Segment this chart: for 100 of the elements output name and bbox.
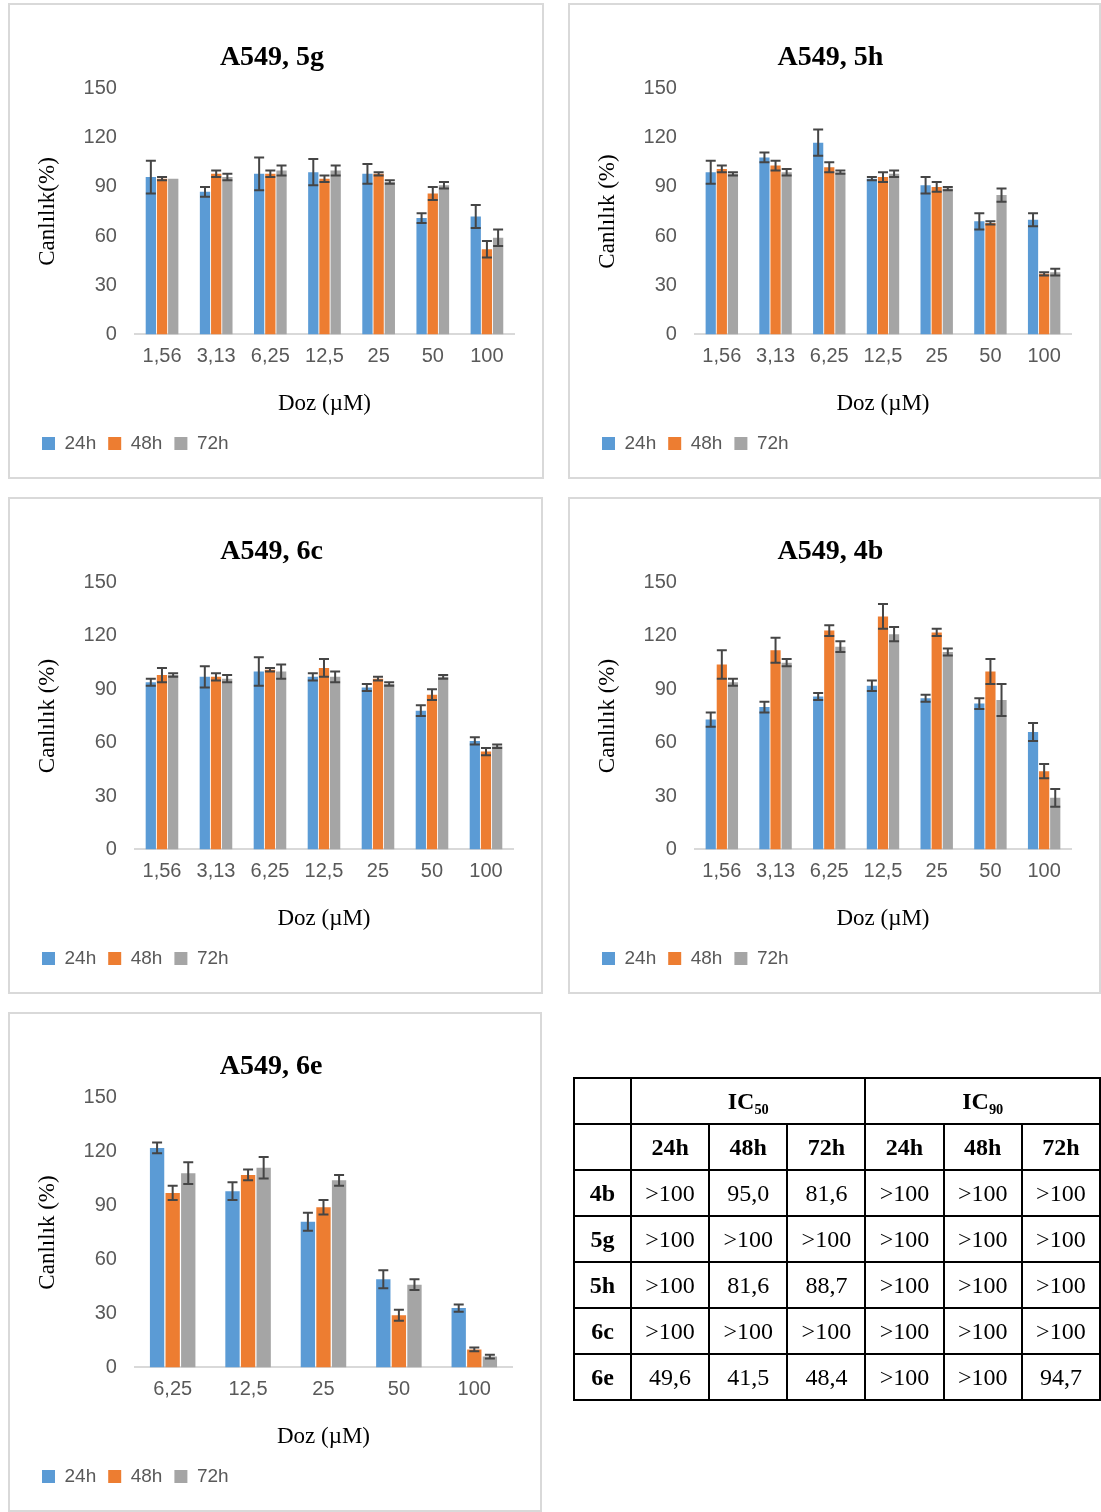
legend-label: 24h xyxy=(64,1464,97,1486)
category-label: 4b xyxy=(589,1179,616,1206)
y-tick-label: 0 xyxy=(105,1354,117,1377)
x-tick-label: 100 xyxy=(457,1376,491,1399)
y-tick-label: 0 xyxy=(105,836,117,859)
y-tick-label: 60 xyxy=(94,1247,117,1269)
bar xyxy=(149,1147,165,1368)
bar xyxy=(920,698,931,850)
bar xyxy=(265,173,276,335)
y-tick-label: 120 xyxy=(83,125,117,148)
text: >100 xyxy=(879,1271,930,1298)
y-axis-title: Canlılık(%) xyxy=(33,157,59,266)
bar xyxy=(492,746,503,850)
y-tick-label: 30 xyxy=(94,1300,117,1323)
bar xyxy=(985,222,996,335)
y-tick-label: 0 xyxy=(105,321,117,344)
x-tick-label: 1,56 xyxy=(702,343,742,366)
text: 88,7 xyxy=(805,1271,848,1298)
x-tick-label: 25 xyxy=(366,858,390,881)
bar xyxy=(888,634,900,850)
text: >100 xyxy=(879,1363,930,1390)
legend-label: 48h xyxy=(130,946,163,968)
legend-label: 72h xyxy=(756,431,789,453)
category-label: 72h xyxy=(1021,1124,1100,1170)
bar xyxy=(1050,272,1061,335)
bar xyxy=(470,216,481,335)
bar xyxy=(770,165,781,335)
bar xyxy=(372,678,384,850)
category-label: 24h xyxy=(631,1124,710,1170)
text: >100 xyxy=(957,1363,1008,1390)
bar xyxy=(156,178,168,335)
bar xyxy=(759,707,770,850)
bar xyxy=(996,699,1007,850)
text: 81,6 xyxy=(727,1271,770,1298)
bar xyxy=(835,646,846,850)
bar xyxy=(931,186,942,335)
y-axis-title: Canlılık (%) xyxy=(593,658,619,774)
x-tick-label: 6,25 xyxy=(250,343,290,366)
bar xyxy=(1027,219,1039,335)
bar xyxy=(199,191,211,335)
bar xyxy=(145,177,156,335)
text: >100 xyxy=(1036,1179,1086,1206)
bar xyxy=(813,142,824,335)
text: >100 xyxy=(1036,1271,1086,1298)
bar xyxy=(813,696,824,850)
text: >100 xyxy=(957,1179,1008,1206)
bar xyxy=(866,685,877,850)
text: >100 xyxy=(957,1271,1008,1298)
legend-label: 24h xyxy=(64,431,97,453)
x-tick-label: 3,13 xyxy=(756,343,796,366)
text: IC₅₀ xyxy=(631,1078,866,1124)
legend-label: 72h xyxy=(196,431,229,453)
bar xyxy=(168,178,179,335)
y-axis-title: Canlılık (%) xyxy=(593,154,619,269)
x-tick-label: 50 xyxy=(979,858,1002,881)
y-tick-label: 30 xyxy=(654,272,677,295)
bar xyxy=(835,172,846,335)
x-tick-label: 50 xyxy=(387,1376,411,1399)
bar xyxy=(866,178,877,335)
text: 49,6 xyxy=(649,1363,692,1390)
bar xyxy=(307,676,318,850)
y-tick-label: 150 xyxy=(83,1085,117,1108)
y-tick-label: 90 xyxy=(94,1193,117,1216)
bar xyxy=(253,671,264,850)
legend-label: 72h xyxy=(196,1464,229,1486)
legend-label: 48h xyxy=(130,431,163,453)
text: >100 xyxy=(801,1225,852,1252)
x-tick-label: 12,5 xyxy=(863,343,903,366)
x-tick-label: 6,25 xyxy=(153,1376,193,1399)
y-tick-label: 90 xyxy=(94,174,117,197)
y-tick-label: 120 xyxy=(643,623,677,646)
category-label: 24h xyxy=(865,1124,944,1170)
x-tick-label: 100 xyxy=(1027,858,1061,881)
legend-label: 48h xyxy=(130,1464,163,1486)
text: >100 xyxy=(1036,1317,1086,1344)
category-label: 5g xyxy=(590,1225,615,1252)
bar xyxy=(877,177,889,335)
y-tick-label: 30 xyxy=(654,783,677,806)
x-tick-label: 1,56 xyxy=(142,343,182,366)
bar xyxy=(727,173,739,335)
y-axis-title: Canlılık (%) xyxy=(33,658,59,774)
bar xyxy=(181,1173,196,1368)
bar xyxy=(888,173,900,335)
x-axis-title: Doz (µM) xyxy=(276,1423,371,1449)
bar xyxy=(1027,732,1039,850)
bar xyxy=(781,662,792,850)
bar xyxy=(716,664,727,850)
bar xyxy=(318,667,330,850)
bar xyxy=(168,675,179,850)
bar xyxy=(222,678,233,850)
bar xyxy=(920,185,931,335)
chart-title: A549, 5g xyxy=(219,40,325,72)
y-tick-label: 60 xyxy=(94,223,117,246)
text: IC₉₀ xyxy=(865,1078,1100,1124)
x-tick-label: 25 xyxy=(925,343,948,366)
bar xyxy=(985,671,996,850)
y-tick-label: 90 xyxy=(654,174,677,197)
y-tick-label: 60 xyxy=(654,223,677,246)
bar xyxy=(481,249,493,335)
bar xyxy=(759,157,770,335)
